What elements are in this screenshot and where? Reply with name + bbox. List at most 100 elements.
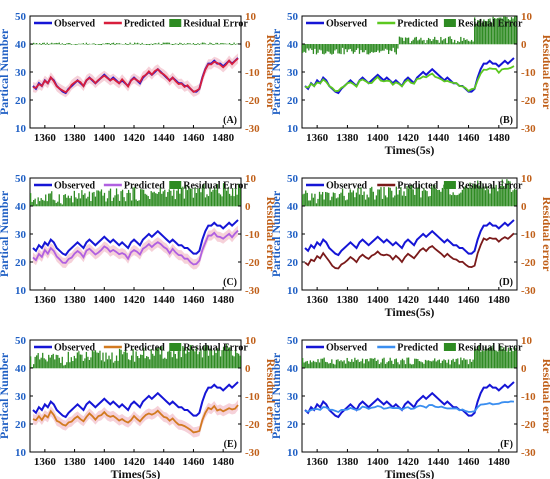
- residual-bar: [478, 185, 480, 207]
- x-tick-label: 1360: [306, 456, 329, 468]
- residual-bar: [397, 194, 399, 207]
- y2-tick-label: -10: [521, 391, 536, 403]
- residual-bar: [143, 347, 145, 369]
- residual-bar: [490, 184, 493, 207]
- residual-bar: [447, 359, 450, 369]
- residual-bar: [446, 362, 448, 369]
- residual-bar: [126, 44, 128, 45]
- y2-axis-label: Residual error: [540, 197, 550, 272]
- residual-bar: [474, 183, 476, 207]
- residual-bar: [48, 193, 50, 207]
- residual-bar: [204, 43, 207, 45]
- legend: Observed Predicted Residual Error: [34, 343, 248, 354]
- residual-bar: [81, 43, 83, 45]
- residual-bar: [366, 44, 368, 55]
- residual-bar: [66, 362, 68, 369]
- y-tick-label: 30: [15, 67, 27, 79]
- residual-bar: [78, 193, 80, 207]
- residual-bar: [69, 198, 71, 207]
- residual-bar: [443, 39, 445, 45]
- residual-bar: [461, 360, 464, 369]
- residual-bar: [40, 44, 42, 45]
- residual-bar: [420, 37, 422, 45]
- residual-bar: [506, 351, 508, 369]
- residual-bar: [427, 196, 430, 207]
- residual-bar: [343, 195, 345, 207]
- residual-bar: [444, 38, 447, 45]
- x-axis-label: Times(5s): [385, 305, 435, 319]
- residual-bar: [513, 345, 516, 369]
- residual-bar: [507, 180, 510, 207]
- residual-bar: [467, 187, 470, 207]
- residual-bar: [84, 193, 86, 207]
- residual-bar: [395, 44, 397, 55]
- residual-bar: [75, 44, 77, 46]
- residual-bar: [63, 195, 65, 207]
- residual-bar: [332, 363, 335, 369]
- chart-panel-6: 10 20 30 40 50 -30 -20 -10 0 10 1360 1380 1400 1420 14…: [269, 335, 550, 479]
- residual-bar: [418, 183, 421, 207]
- residual-bar: [303, 362, 305, 369]
- residual-bar: [188, 43, 190, 45]
- residual-bar: [57, 43, 59, 45]
- plot-inner: [302, 179, 517, 270]
- residual-bar: [357, 187, 359, 207]
- residual-bar: [466, 187, 468, 207]
- residual-bar: [176, 358, 178, 369]
- residual-bar: [331, 196, 333, 207]
- residual-bar: [302, 44, 304, 53]
- residual-bar: [355, 360, 358, 369]
- residual-bar: [210, 191, 213, 207]
- residual-bar: [117, 194, 119, 207]
- residual-bar: [159, 187, 161, 207]
- residual-bar: [129, 192, 131, 207]
- residual-bar: [186, 43, 189, 45]
- residual-bar: [421, 40, 424, 45]
- residual-bar: [308, 44, 310, 51]
- residual-bar: [99, 350, 101, 369]
- residual-bar: [321, 44, 324, 54]
- residual-bar: [115, 188, 118, 207]
- residual-bar: [381, 358, 384, 369]
- residual-bar: [64, 44, 66, 45]
- residual-bar: [146, 356, 148, 369]
- residual-bar: [34, 356, 36, 369]
- residual-bar: [466, 359, 468, 369]
- residual-bar: [170, 351, 172, 369]
- residual-bar: [487, 189, 490, 207]
- y-tick-label: 40: [15, 201, 27, 213]
- y2-axis-label: Residual error: [264, 35, 278, 110]
- residual-bar: [337, 197, 339, 207]
- residual-bar: [483, 351, 485, 369]
- residual-bar: [435, 361, 437, 369]
- x-tick-label: 1380: [336, 456, 359, 468]
- residual-bar: [447, 36, 450, 45]
- residual-bar: [320, 194, 322, 207]
- plot-area: [29, 15, 242, 129]
- residual-bar: [109, 188, 112, 207]
- residual-bar: [215, 189, 217, 207]
- residual-bar: [180, 357, 182, 369]
- residual-bar: [318, 362, 321, 369]
- residual-bar: [231, 44, 234, 45]
- residual-bar: [503, 347, 505, 369]
- residual-bar: [96, 352, 98, 369]
- residual-bar: [97, 352, 100, 369]
- residual-bar: [363, 44, 365, 53]
- residual-bar: [185, 44, 187, 45]
- residual-bar: [472, 41, 474, 45]
- residual-bar: [500, 345, 502, 369]
- residual-bar: [429, 39, 431, 45]
- residual-bar: [501, 179, 503, 207]
- residual-bar: [42, 42, 44, 45]
- residual-bar: [222, 183, 225, 207]
- residual-bar: [227, 347, 229, 369]
- residual-bar: [449, 364, 451, 369]
- residual-bar: [434, 358, 436, 369]
- residual-bar: [355, 192, 358, 207]
- residual-bar: [76, 44, 79, 45]
- residual-bar: [91, 192, 94, 207]
- residual-bar: [213, 44, 216, 45]
- residual-bar: [138, 200, 140, 207]
